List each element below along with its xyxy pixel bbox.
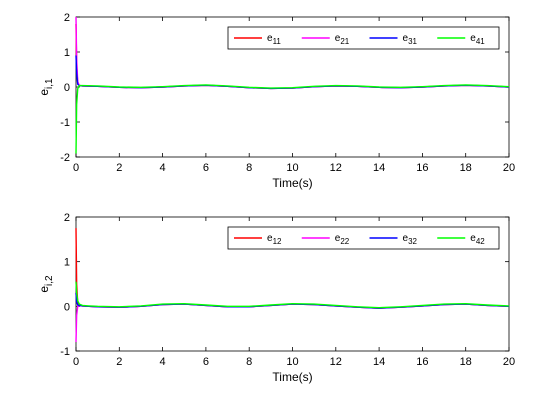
legend: e12 e22 e32 e42 xyxy=(227,226,500,250)
y-axis-label: ei,2 xyxy=(37,275,55,293)
y-tick-label: 1 xyxy=(64,257,70,269)
legend-label-base: e xyxy=(335,233,341,244)
y-axis-label-subscript: i,2 xyxy=(44,275,55,286)
legend-label-subscript: 11 xyxy=(273,37,282,46)
legend-label-e32: e32 xyxy=(403,233,418,246)
y-tick-label: 0 xyxy=(64,301,70,313)
x-tick-label: 4 xyxy=(160,356,166,368)
x-tick-label: 0 xyxy=(73,162,79,174)
legend-label-e12: e12 xyxy=(267,233,282,246)
legend-label-base: e xyxy=(335,33,341,44)
legend-label-base: e xyxy=(267,233,273,244)
x-tick-label: 2 xyxy=(116,162,122,174)
x-tick-label: 12 xyxy=(330,356,342,368)
legend-label-base: e xyxy=(470,233,476,244)
y-axis-label-base: e xyxy=(37,286,51,293)
legend-box xyxy=(227,26,500,50)
legend-label-e21: e21 xyxy=(335,33,350,46)
legend-label-e31: e31 xyxy=(403,33,418,46)
legend: e11 e21 e31 e41 xyxy=(227,26,500,50)
legend-label-e11: e11 xyxy=(267,33,281,46)
legend-label-base: e xyxy=(267,33,273,44)
y-axis-label-subscript: i,1 xyxy=(44,78,55,89)
x-axis-label: Time(s) xyxy=(272,370,312,384)
x-tick-label: 14 xyxy=(373,162,385,174)
legend-label-subscript: 22 xyxy=(340,237,349,246)
x-tick-label: 10 xyxy=(286,162,298,174)
x-tick-label: 14 xyxy=(373,356,385,368)
x-tick-label: 20 xyxy=(503,356,515,368)
legend-label-e41: e41 xyxy=(470,33,485,46)
legend-label-e42: e42 xyxy=(470,233,485,246)
x-tick-label: 20 xyxy=(503,162,515,174)
legend-label-subscript: 41 xyxy=(476,37,485,46)
x-tick-label: 2 xyxy=(116,356,122,368)
x-tick-label: 6 xyxy=(203,356,209,368)
x-axis-label: Time(s) xyxy=(272,176,312,190)
x-tick-label: 4 xyxy=(160,162,166,174)
legend-label-base: e xyxy=(470,33,476,44)
x-tick-label: 16 xyxy=(416,356,428,368)
x-tick-label: 8 xyxy=(246,162,252,174)
legend-label-e22: e22 xyxy=(335,233,350,246)
x-tick-label: 18 xyxy=(460,356,472,368)
y-tick-label: 1 xyxy=(64,47,70,59)
legend-label-base: e xyxy=(403,233,409,244)
y-axis-label-base: e xyxy=(37,89,51,96)
legend-label-subscript: 21 xyxy=(340,37,349,46)
series-line-e42 xyxy=(75,281,510,309)
y-tick-label: 0 xyxy=(64,82,70,94)
legend-label-subscript: 32 xyxy=(408,237,417,246)
y-axis-label: ei,1 xyxy=(37,78,55,96)
legend-label-subscript: 31 xyxy=(408,37,417,46)
x-tick-label: 10 xyxy=(286,356,298,368)
x-tick-label: 0 xyxy=(73,356,79,368)
series-line-e41 xyxy=(75,84,510,154)
y-tick-label: 2 xyxy=(64,212,70,224)
legend-label-subscript: 12 xyxy=(273,237,282,246)
x-tick-label: 18 xyxy=(460,162,472,174)
y-tick-label: -2 xyxy=(60,152,70,164)
x-tick-label: 16 xyxy=(416,162,428,174)
x-tick-label: 8 xyxy=(246,356,252,368)
x-tick-label: 12 xyxy=(330,162,342,174)
legend-label-subscript: 42 xyxy=(476,237,485,246)
y-tick-label: -1 xyxy=(60,117,70,129)
legend-label-base: e xyxy=(403,33,409,44)
y-tick-label: -1 xyxy=(60,346,70,358)
x-tick-label: 6 xyxy=(203,162,209,174)
legend-box xyxy=(227,226,500,250)
y-tick-label: 2 xyxy=(64,12,70,24)
